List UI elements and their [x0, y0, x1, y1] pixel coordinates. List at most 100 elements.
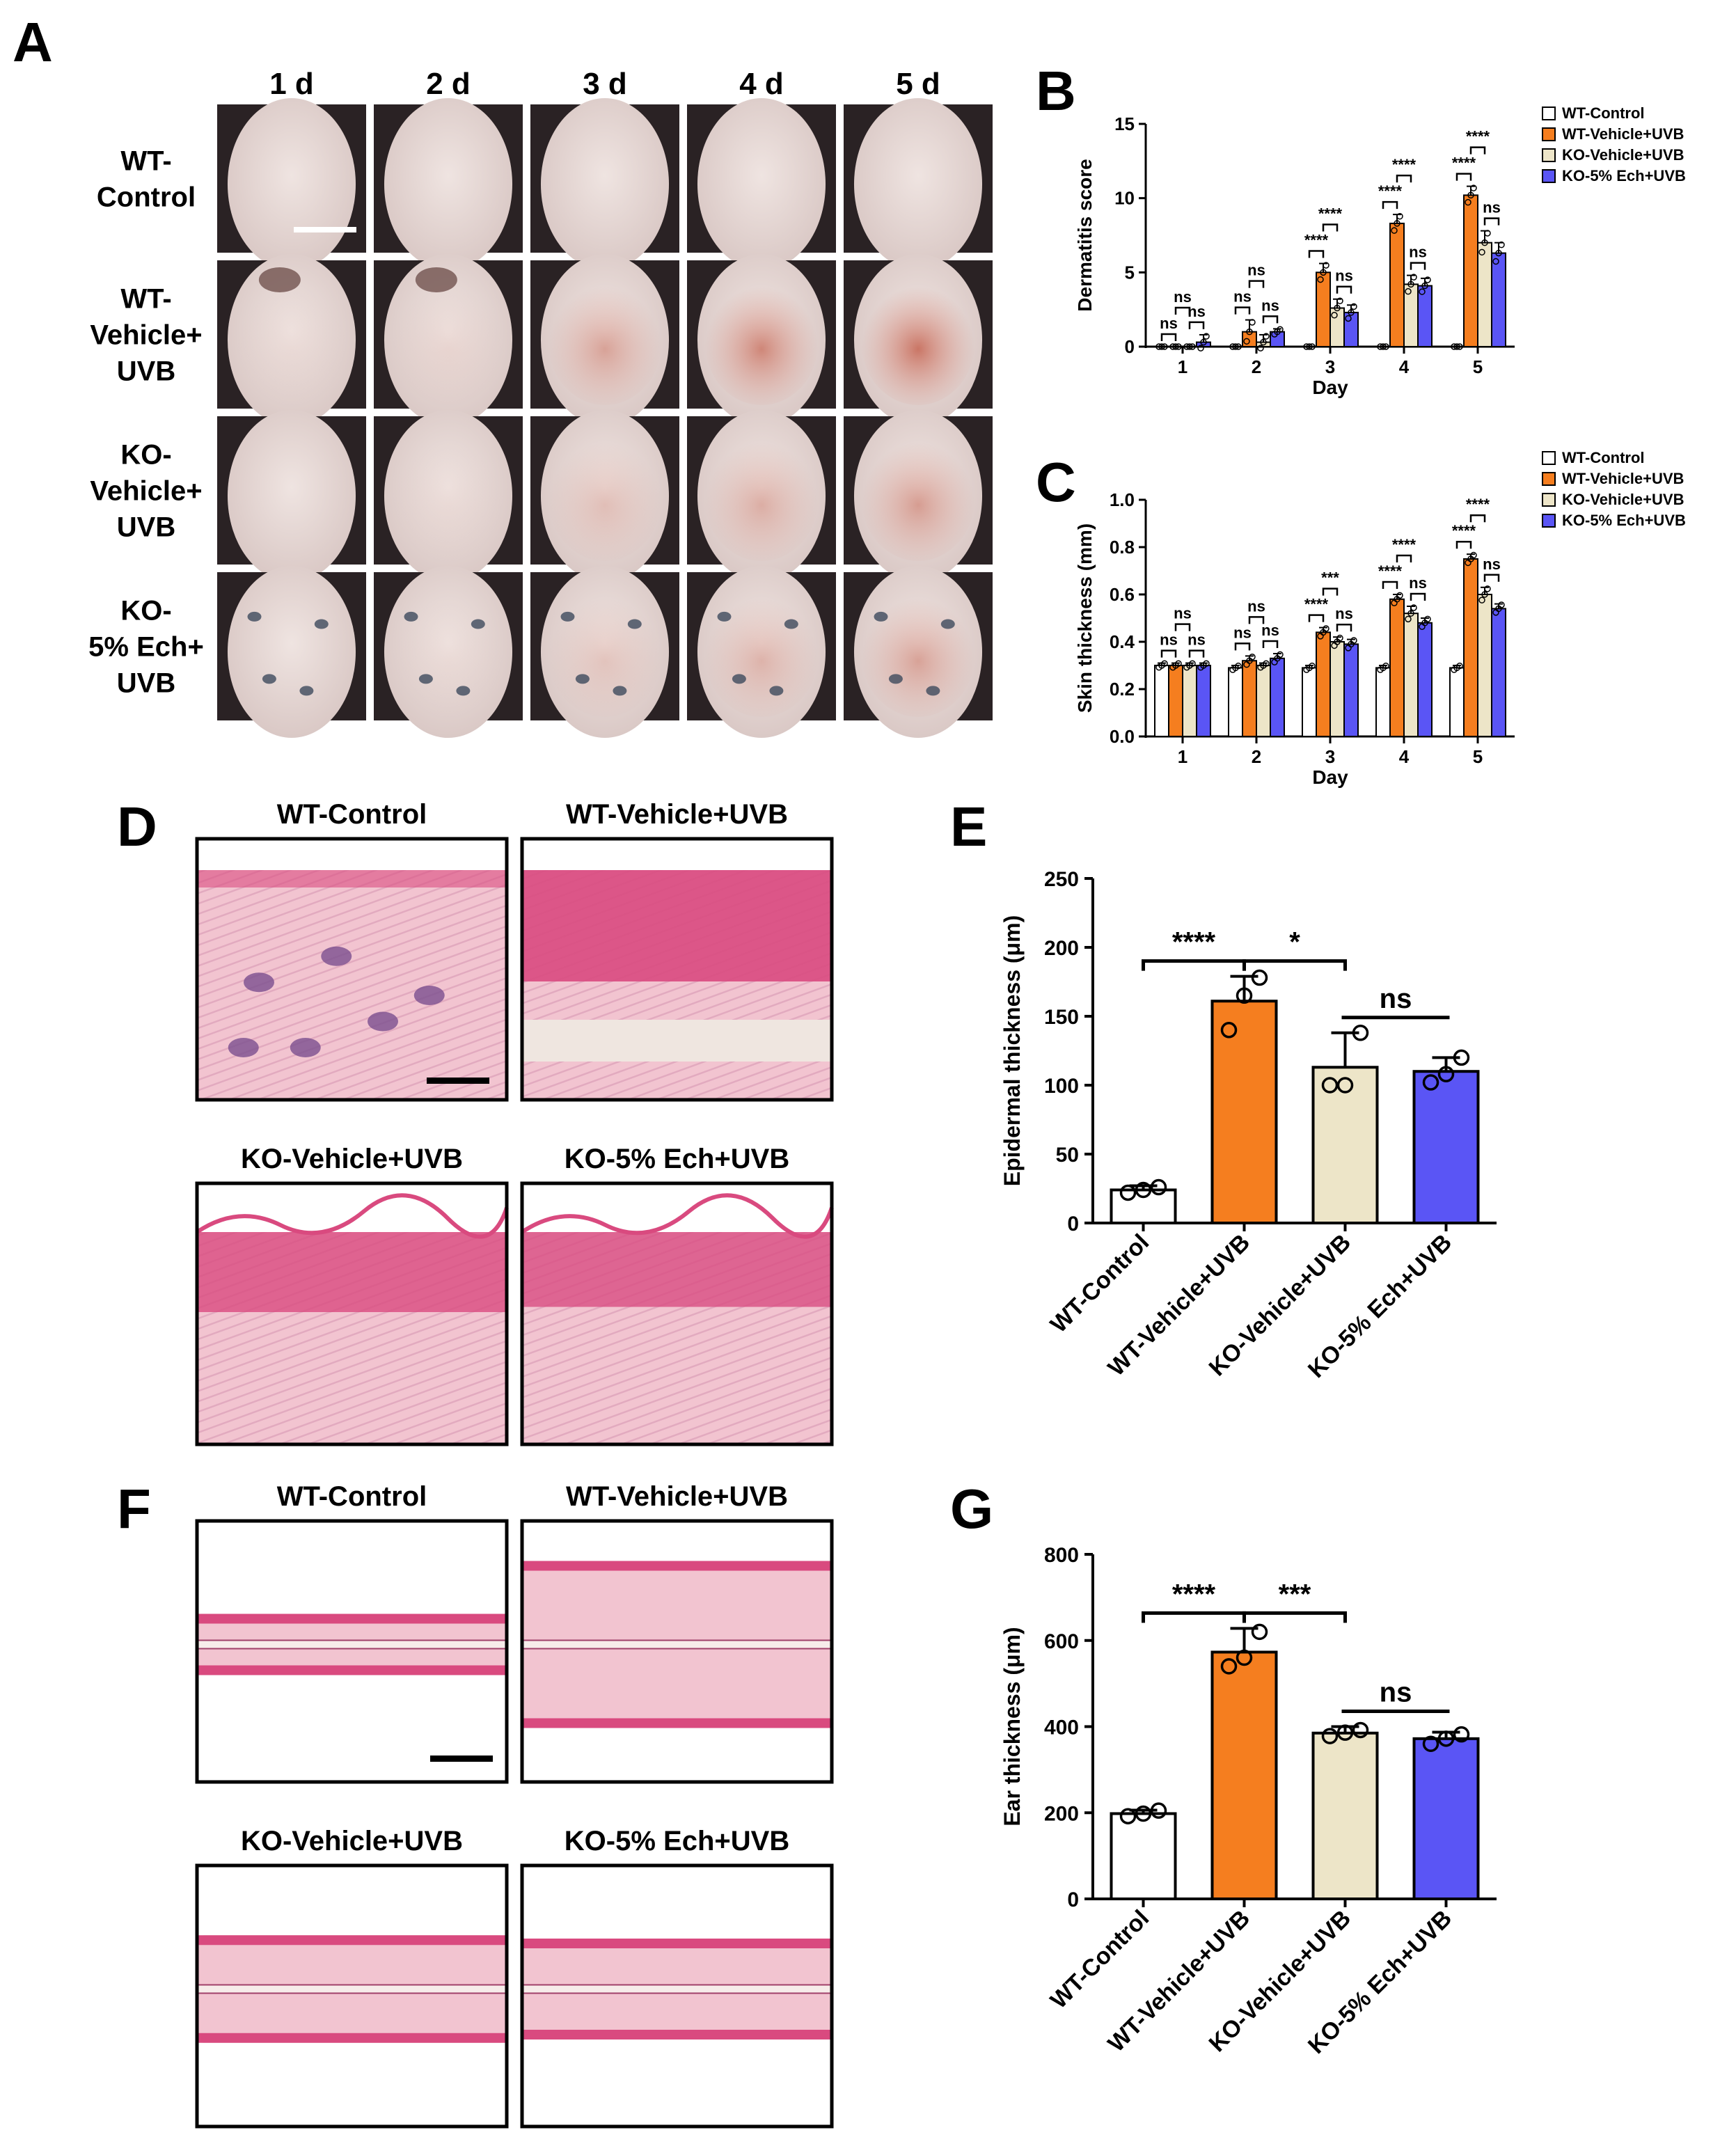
data-point [1407, 281, 1414, 288]
row-label: KO- [120, 440, 171, 471]
bar [1228, 667, 1243, 738]
significance-label: **** [1452, 155, 1476, 172]
histology-image [520, 1863, 834, 2129]
bar [1375, 667, 1391, 738]
data-point [1161, 660, 1168, 668]
legend-swatch [1542, 148, 1556, 162]
significance-label: ns [1174, 288, 1192, 306]
data-point [1336, 1077, 1354, 1094]
y-axis-label: Epidermal thickness (μm) [1000, 915, 1025, 1186]
x-tick-label: 1 [1178, 356, 1187, 377]
data-point [1396, 212, 1403, 220]
mouse-photo [217, 409, 366, 583]
data-point [1251, 1623, 1268, 1641]
data-point [1382, 343, 1389, 350]
photo-ear-tag-mark [418, 674, 433, 684]
panel-label-d: D [117, 796, 157, 858]
mouse-photo [687, 253, 836, 427]
data-point [1249, 319, 1256, 326]
y-tick-label: 600 [1044, 1630, 1079, 1653]
data-point [1396, 592, 1403, 599]
significance-label: ns [1187, 303, 1206, 320]
data-point [1306, 343, 1313, 350]
y-tick-label: 0.0 [1110, 726, 1135, 747]
photo-ear-tag-mark [926, 686, 940, 696]
photo-erythema [548, 436, 662, 561]
ear-cartilage [196, 1984, 507, 1994]
photo-erythema [391, 592, 505, 717]
scale-bar [427, 1078, 489, 1084]
photo-skin-area [227, 97, 356, 271]
y-tick-label: 0.2 [1110, 679, 1135, 700]
data-point [1336, 297, 1343, 305]
histology-frame [195, 1863, 509, 2129]
data-point [1453, 1726, 1470, 1743]
significance-bracket [1469, 146, 1486, 155]
significance-bracket [1483, 574, 1500, 582]
bar [1417, 622, 1433, 737]
significance-bracket [1188, 649, 1205, 658]
data-point [1249, 654, 1256, 661]
data-point [1350, 637, 1357, 644]
panel-a-photo-grid: 1 d 2 d 3 d 4 d 5 d WT- Control WT- Vehicle+ UVB K… [88, 67, 993, 739]
legend-swatch [1542, 472, 1556, 486]
legend-label: KO-5% Ech+UVB [1562, 512, 1686, 529]
significance-label: **** [1378, 182, 1403, 200]
x-tick-label: 3 [1325, 746, 1335, 767]
data-point [1410, 604, 1417, 611]
x-axis-label: Day [1312, 377, 1348, 398]
legend-swatch [1542, 169, 1556, 183]
bar [1311, 1066, 1379, 1225]
significance-bracket [1262, 315, 1279, 324]
data-point [1232, 343, 1239, 350]
significance-bracket [1242, 959, 1347, 971]
significance-label: **** [1172, 927, 1216, 958]
data-point [1220, 1022, 1238, 1039]
data-point [1492, 258, 1499, 265]
significance-bracket [1410, 262, 1426, 270]
column-header: 4 d [739, 67, 784, 101]
legend-swatch [1542, 451, 1556, 465]
data-point [1277, 326, 1284, 333]
mouse-photo [374, 409, 523, 583]
photo-ear-tag-mark [262, 674, 276, 684]
data-point [1470, 184, 1477, 191]
significance-label: *** [1279, 1579, 1311, 1609]
histology-image [195, 837, 509, 1102]
data-point [1200, 338, 1207, 346]
data-point [1246, 328, 1253, 336]
significance-label: ns [1233, 624, 1252, 641]
significance-label: **** [1172, 1579, 1216, 1609]
hair-follicle [290, 1038, 321, 1057]
bar [1417, 285, 1433, 347]
bar [1463, 194, 1478, 347]
y-tick-label: 0 [1125, 336, 1135, 357]
mouse-photo [530, 409, 679, 583]
data-point [1380, 343, 1387, 350]
significance-bracket [1142, 1611, 1246, 1623]
mouse-photo [374, 253, 523, 427]
significance-label: ns [1335, 267, 1353, 285]
y-tick-label: 15 [1114, 113, 1135, 134]
photo-erythema [391, 436, 505, 561]
y-tick-label: 0 [1067, 1213, 1079, 1236]
histology-title: KO-5% Ech+UVB [565, 1144, 789, 1174]
y-axis-label: Skin thickness (mm) [1074, 523, 1096, 713]
data-point [1321, 1077, 1339, 1094]
photo-ear-tag-mark [404, 611, 418, 622]
row-label: Control [97, 182, 196, 213]
data-point [1405, 287, 1412, 295]
histology-frame [520, 1519, 834, 1784]
photo-ear-tag-mark [456, 686, 471, 696]
histology-image [195, 1863, 509, 2129]
data-point [1236, 1649, 1253, 1666]
legend-label: WT-Vehicle+UVB [1562, 470, 1684, 487]
histology-title: WT-Control [277, 1481, 427, 1512]
x-tick-label: 1 [1178, 746, 1187, 767]
data-point [1481, 591, 1488, 598]
data-point [1257, 345, 1264, 352]
mouse-photo [217, 97, 366, 271]
significance-label: *** [1321, 569, 1339, 587]
x-tick-label: 3 [1325, 356, 1335, 377]
